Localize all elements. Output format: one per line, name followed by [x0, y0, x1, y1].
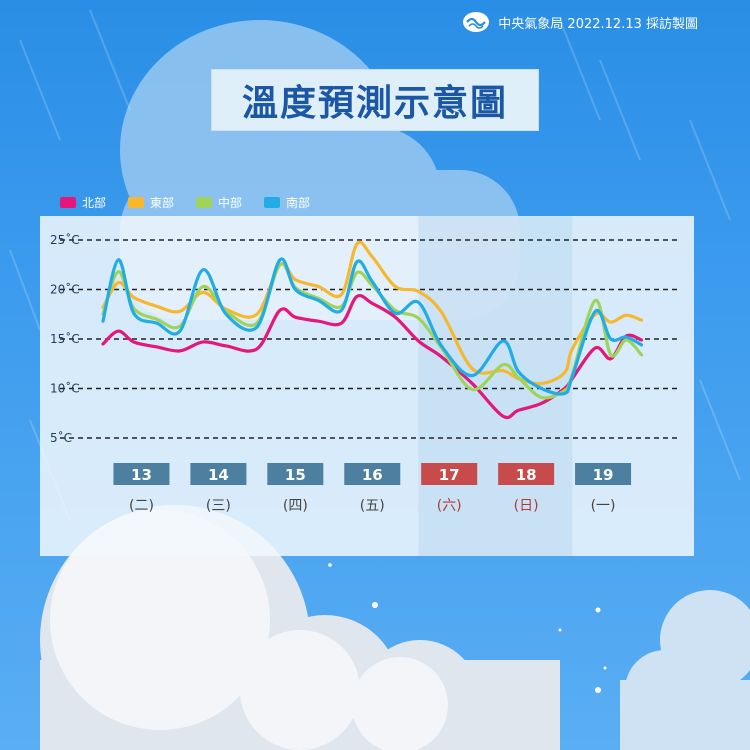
day-weekday-label: (二)	[129, 498, 154, 514]
legend-swatch	[60, 196, 76, 208]
day-badge	[190, 463, 247, 485]
legend-item-south: 南部	[264, 194, 310, 211]
day-badge	[575, 463, 632, 485]
legend-label: 中部	[218, 195, 243, 210]
weekend-band	[418, 216, 573, 556]
day-date-label: 19	[593, 466, 614, 484]
legend-label: 北部	[82, 195, 107, 210]
legend-swatch	[196, 196, 213, 208]
legend-item-north: 北部	[60, 194, 106, 211]
y-tick-label: 5˚C	[50, 430, 72, 445]
legend: 北部 東部 中部 南部	[60, 192, 332, 212]
day-badge	[421, 463, 478, 485]
series-line-3	[101, 257, 644, 396]
legend-swatch	[128, 196, 145, 208]
day-badge	[267, 463, 324, 485]
cwb-logo-icon	[463, 12, 490, 32]
legend-item-central: 中部	[196, 194, 242, 211]
y-tick-label: 10˚C	[50, 381, 80, 396]
y-tick-label: 25˚C	[50, 232, 80, 247]
day-date-label: 17	[439, 466, 460, 484]
y-tick-label: 20˚C	[50, 282, 80, 297]
day-weekday-label: (日)	[514, 498, 539, 514]
day-badge	[344, 463, 401, 485]
title-box: 溫度預測示意圖	[211, 69, 539, 131]
day-weekday-label: (三)	[206, 498, 231, 514]
day-badge	[498, 463, 555, 485]
header-credit: 中央氣象局 2022.12.13 採訪製圖	[462, 10, 698, 34]
day-badge	[113, 463, 170, 485]
day-weekday-label: (一)	[591, 498, 616, 514]
legend-item-east: 東部	[128, 194, 174, 211]
series-line-1	[101, 240, 644, 386]
page-title: 溫度預測示意圖	[241, 83, 508, 124]
day-date-label: 13	[131, 466, 152, 484]
day-date-label: 14	[208, 466, 229, 484]
day-date-label: 16	[362, 466, 383, 484]
day-date-label: 18	[516, 466, 537, 484]
y-tick-label: 15˚C	[50, 331, 80, 346]
legend-label: 南部	[286, 195, 311, 210]
legend-label: 東部	[150, 195, 175, 210]
day-weekday-label: (五)	[360, 498, 385, 514]
credit-text: 中央氣象局 2022.12.13 採訪製圖	[498, 16, 698, 32]
day-date-label: 15	[285, 466, 306, 484]
legend-swatch	[264, 196, 281, 208]
day-weekday-label: (四)	[283, 498, 308, 514]
day-weekday-label: (六)	[437, 498, 462, 514]
